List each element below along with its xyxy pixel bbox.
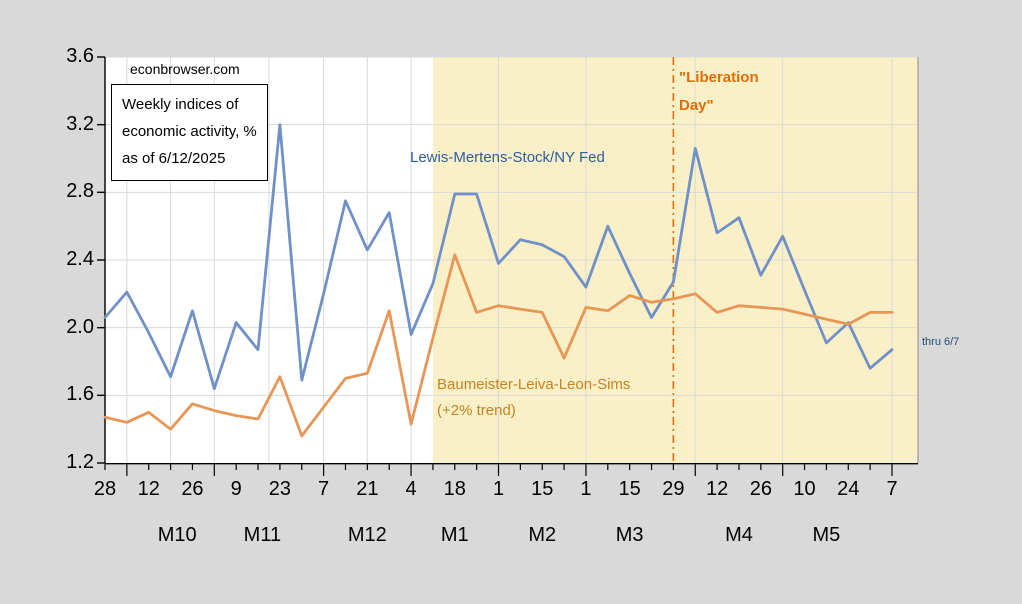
- y-tick-label: 1.2: [66, 451, 94, 473]
- x-tick-label: 29: [662, 478, 685, 500]
- liberation-day-line-1: "Liberation: [679, 69, 759, 86]
- x-tick-label: 1: [492, 478, 505, 500]
- y-axis-ticks: [97, 56, 105, 464]
- x-tick-label: 18: [443, 478, 466, 500]
- note-line-1: Weekly indices of: [122, 96, 239, 113]
- liberation-day-line-2: Day": [679, 97, 714, 114]
- series-label-baumeister: Baumeister-Leiva-Leon-Sims (+2% trend): [437, 372, 630, 424]
- x-month-label: M5: [812, 524, 841, 546]
- x-tick-label: 21: [356, 478, 379, 500]
- x-tick-label: 7: [886, 478, 898, 500]
- x-month-label: M2: [528, 524, 557, 546]
- series-label-baumeister-line-2: (+2% trend): [437, 402, 516, 419]
- x-tick-label: 7: [318, 478, 330, 500]
- x-tick-label: 23: [268, 478, 291, 500]
- watermark-econbrowser: econbrowser.com: [130, 61, 240, 77]
- thru-date-label: thru 6/7: [922, 336, 960, 348]
- note-box: Weekly indices of economic activity, % a…: [111, 84, 268, 181]
- x-tick-label: 12: [137, 478, 160, 500]
- x-tick-label: 26: [181, 478, 204, 500]
- note-line-2: economic activity, %: [122, 123, 257, 140]
- x-tick-label: 9: [230, 478, 242, 500]
- series-line-lewis-mertens-stock: [103, 123, 894, 391]
- x-tick-label: 28: [93, 478, 117, 500]
- x-month-label: M4: [725, 524, 753, 546]
- x-month-label: M12: [347, 524, 387, 546]
- x-tick-label: 15: [531, 478, 554, 500]
- y-tick-label: 2.8: [66, 180, 94, 203]
- x-tick-label: 24: [837, 478, 860, 500]
- x-tick-label: 4: [405, 478, 417, 500]
- y-tick-label: 1.6: [66, 383, 94, 406]
- y-tick-label: 2.0: [66, 315, 94, 338]
- x-month-label: M1: [440, 524, 469, 546]
- x-tick-label: 10: [793, 478, 816, 500]
- x-tick-label: 1: [580, 478, 592, 500]
- x-tick-label: 15: [618, 478, 641, 500]
- y-tick-label: 2.4: [66, 248, 94, 270]
- note-line-3: as of 6/12/2025: [122, 150, 226, 167]
- series-line-baumeister-leiva-leon-sims: [103, 253, 894, 438]
- series-label-lewis-mertens-stock: Lewis-Mertens-Stock/NY Fed: [410, 149, 605, 166]
- y-tick-label: 3.6: [66, 45, 94, 67]
- x-tick-label: 12: [705, 478, 729, 500]
- x-month-label: M11: [243, 524, 282, 546]
- liberation-day-label: "Liberation Day": [679, 64, 759, 120]
- x-tick-label: 26: [749, 478, 772, 500]
- x-month-label: M10: [157, 524, 197, 546]
- series-label-baumeister-line-1: Baumeister-Leiva-Leon-Sims: [437, 376, 631, 393]
- y-tick-label: 3.2: [66, 112, 94, 135]
- vertical-gridlines: [126, 57, 893, 463]
- x-axis-ticks: [104, 464, 893, 476]
- x-month-label: M3: [615, 524, 644, 546]
